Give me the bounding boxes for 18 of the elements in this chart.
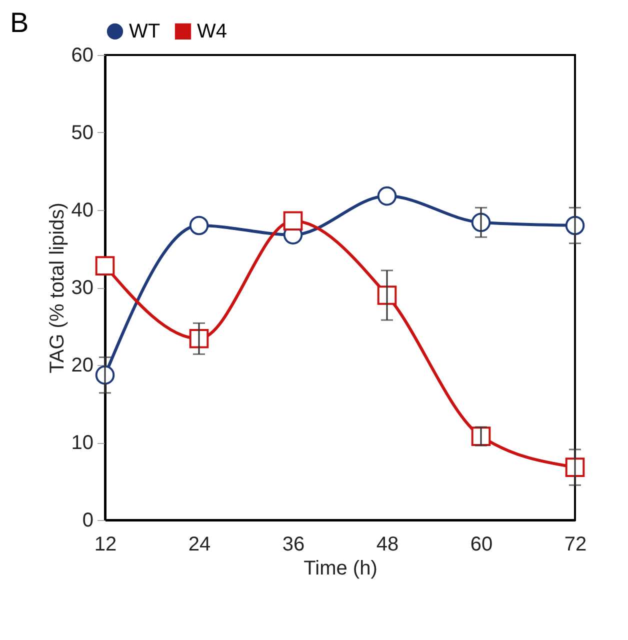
y-tick-label: 0	[82, 510, 94, 532]
x-tick-label: 12	[94, 534, 117, 556]
x-tick-label: 36	[282, 534, 305, 556]
x-tick-label: 48	[376, 534, 399, 556]
y-tick-label: 10	[71, 432, 94, 454]
y-tick-label: 40	[71, 200, 94, 222]
x-tick-label: 24	[188, 534, 211, 556]
x-tick-label: 72	[564, 534, 587, 556]
y-axis-title: TAG (% total lipids)	[46, 202, 68, 374]
y-tick-label: 50	[71, 122, 94, 144]
y-tick-label: 20	[71, 354, 94, 376]
x-axis-title: Time (h)	[304, 558, 378, 580]
legend-label: WT	[129, 20, 160, 42]
x-tick-label: 60	[470, 534, 493, 556]
legend-label: W4	[197, 20, 227, 42]
y-tick-label: 30	[71, 277, 94, 299]
y-tick-label: 60	[71, 44, 94, 66]
text: B	[10, 7, 29, 38]
